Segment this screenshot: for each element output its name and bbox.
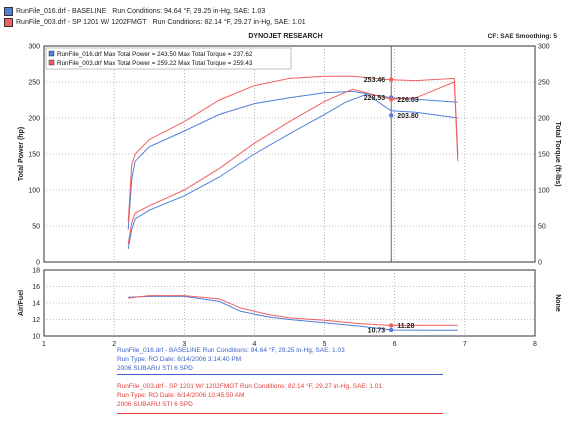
max-legend-swatch-icon bbox=[48, 50, 55, 57]
y-tick-label: 10 bbox=[32, 334, 40, 341]
max-values-legend-entry: RunFile_016.drf Max Total Power = 243.50… bbox=[57, 51, 253, 58]
y-tick-label: 0 bbox=[36, 260, 40, 267]
series-line-2 bbox=[127, 81, 459, 245]
x-tick-label: 1 bbox=[42, 341, 46, 348]
modified-run-info-line3: 2006 SUBARU STI 6 SPD bbox=[117, 401, 193, 408]
baseline-run-label: RunFile_016.drf - BASELINE bbox=[16, 8, 107, 15]
y-tick-label: 18 bbox=[32, 268, 40, 275]
baseline-run-info-line2: Run Type: RO Date: 6/14/2006 3:14:40 PM bbox=[117, 356, 242, 363]
series-line-0 bbox=[127, 93, 458, 250]
x-tick-label: 3 bbox=[182, 341, 186, 348]
baseline-divider bbox=[117, 374, 443, 375]
modified-run-label: RunFile_003.drf - SP 1201 W/ 1202FMGT bbox=[16, 19, 147, 26]
y2-axis-label: None bbox=[554, 294, 561, 312]
modified-divider bbox=[117, 413, 443, 414]
series-line-0 bbox=[128, 295, 458, 331]
cursor-marker bbox=[389, 327, 394, 333]
y-axis-label: Air/Fuel bbox=[18, 290, 25, 316]
modified-run-info-line2: Run Type: RO Date: 6/14/2006 10:45:50 AM bbox=[117, 392, 245, 399]
cursor-marker bbox=[389, 97, 394, 102]
y-tick-label: 16 bbox=[32, 284, 40, 291]
run-legend-baseline: RunFile_016.drf - BASELINE Run Condition… bbox=[4, 6, 306, 17]
y-tick-label: 250 bbox=[28, 80, 40, 87]
cursor-value-label: 203.80 bbox=[397, 113, 419, 120]
series-line-3 bbox=[127, 75, 459, 223]
baseline-run-info-line3: 2006 SUBARU STI 6 SPD bbox=[117, 365, 193, 372]
baseline-run-info-line1: RunFile_016.drf - BASELINE Run Condition… bbox=[117, 347, 345, 354]
baseline-run-conditions: Run Conditions: 94.64 °F, 29.25 in-Hg, S… bbox=[112, 8, 266, 15]
cursor-value-label: 253.46 bbox=[364, 77, 386, 84]
baseline-swatch-icon bbox=[4, 7, 13, 16]
correction-factor-label: CF: SAE Smoothing: 5 bbox=[487, 33, 557, 40]
baseline-run-info: RunFile_016.drf - BASELINE Run Condition… bbox=[117, 346, 345, 373]
brand-title: DYNOJET RESEARCH bbox=[248, 33, 323, 40]
cursor-marker bbox=[389, 113, 394, 118]
y-tick-label: 50 bbox=[32, 224, 40, 231]
cursor-marker bbox=[389, 323, 394, 328]
x-tick-label: 2 bbox=[112, 341, 116, 348]
y-tick-label: 14 bbox=[32, 301, 40, 308]
cursor-marker bbox=[389, 77, 394, 82]
modified-swatch-icon bbox=[4, 18, 13, 27]
y2-tick-label: 150 bbox=[538, 152, 550, 159]
cursor-value-label: 10.73 bbox=[368, 327, 386, 334]
x-tick-label: 8 bbox=[533, 341, 537, 348]
run-legend: RunFile_016.drf - BASELINE Run Condition… bbox=[4, 6, 306, 28]
cursor-value-label: 226.03 bbox=[397, 97, 419, 104]
y-tick-label: 300 bbox=[28, 44, 40, 51]
x-tick-label: 5 bbox=[323, 341, 327, 348]
y-tick-label: 12 bbox=[32, 317, 40, 324]
y2-tick-label: 250 bbox=[538, 80, 550, 87]
max-values-legend-entry: RunFile_003.drf Max Total Power = 259.22… bbox=[57, 60, 253, 67]
modified-run-info: RunFile_003.drf - SP 1201 W/ 1202FMGT Ru… bbox=[117, 382, 382, 409]
max-legend-swatch-icon bbox=[48, 59, 55, 66]
max-values-legend-box bbox=[45, 47, 292, 70]
run-legend-modified: RunFile_003.drf - SP 1201 W/ 1202FMGT Ru… bbox=[4, 17, 306, 28]
y2-tick-label: 300 bbox=[538, 44, 550, 51]
cursor-value-label: 228.53 bbox=[364, 95, 386, 102]
cursor-value-label: 11.28 bbox=[397, 323, 414, 330]
y2-axis-label: Total Torque (ft-lbs) bbox=[554, 121, 561, 186]
y-tick-label: 150 bbox=[28, 152, 40, 159]
y2-tick-label: 200 bbox=[538, 116, 550, 123]
series-line-1 bbox=[128, 295, 458, 326]
y2-tick-label: 100 bbox=[538, 188, 550, 195]
x-tick-label: 4 bbox=[252, 341, 256, 348]
y-tick-label: 200 bbox=[28, 116, 40, 123]
x-tick-label: 7 bbox=[463, 341, 467, 348]
y-axis-label: Total Power (hp) bbox=[18, 127, 25, 181]
x-tick-label: 6 bbox=[393, 341, 397, 348]
y2-tick-label: 50 bbox=[538, 224, 546, 231]
modified-run-conditions: Run Conditions: 82.14 °F, 29.27 in-Hg, S… bbox=[152, 19, 306, 26]
y2-tick-label: 0 bbox=[538, 260, 542, 267]
modified-run-info-line1: RunFile_003.drf - SP 1201 W/ 1202FMGT Ru… bbox=[117, 383, 383, 390]
y-tick-label: 100 bbox=[28, 188, 40, 195]
